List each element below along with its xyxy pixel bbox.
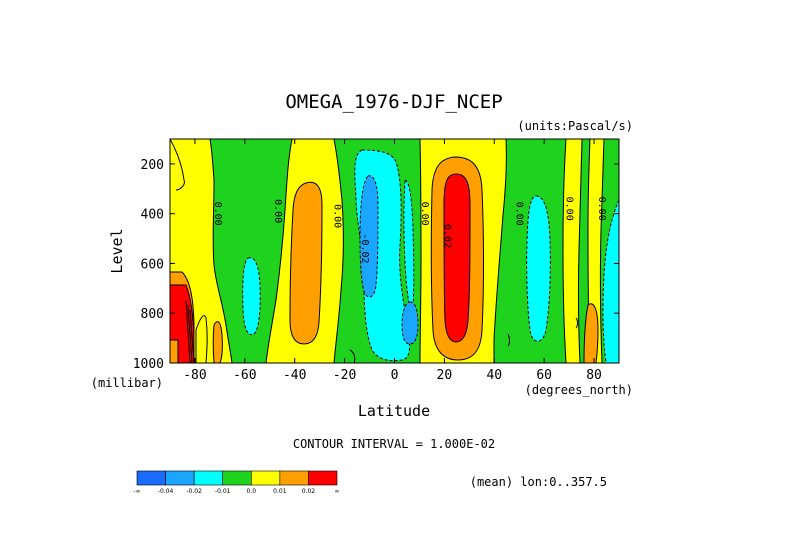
colorbar-label: -0.02 (186, 488, 202, 495)
chart-title: OMEGA_1976-DJF_NCEP (285, 91, 502, 113)
contour-label: 0.00 (564, 197, 575, 221)
x-tick-label: -60 (233, 368, 256, 383)
red-region-tropics (443, 173, 471, 343)
contour-label: 0.00 (272, 199, 283, 223)
contour-label: -0.02 (359, 233, 370, 263)
cyan-region-north-mid (526, 195, 551, 342)
yellow-region-south-surface (195, 315, 208, 363)
x-axis-label: Latitude (358, 402, 430, 420)
colorbar-label: ∞ (335, 488, 340, 495)
colorbar-swatch (279, 470, 309, 486)
x-tick-label: 0 (391, 368, 399, 383)
x-tick-label: -80 (183, 368, 206, 383)
x-tick-label: 40 (486, 368, 502, 383)
contour-line-south-1 (170, 139, 185, 191)
cyan-region-north-pole (602, 199, 619, 363)
y-tick-label: 400 (141, 208, 164, 223)
x-tick-label: 20 (437, 368, 453, 383)
orange-region-south-surface-2 (212, 321, 223, 363)
contour-labels: 0.00 0.00 0.00 -0.02 0.00 0.02 0.00 0.00 0.00 (212, 197, 607, 264)
x-tick-label: 80 (586, 368, 602, 383)
colorbar-label: -0.04 (158, 488, 174, 495)
colorbar-label: 0.02 (302, 488, 316, 495)
colorbar-label: 0.0 (247, 488, 257, 495)
contour-label: 0.00 (514, 202, 525, 226)
y-axis-unit: (millibar) (91, 376, 163, 390)
y-tick-label: 1000 (133, 357, 164, 372)
blue-region-equator (401, 301, 419, 345)
colorbar-swatch (250, 470, 281, 486)
colorbar-swatch (193, 470, 224, 486)
contour-plot-area (170, 139, 619, 363)
x-axis-unit: (degrees_north) (525, 383, 633, 397)
orange-region-north-surface (583, 303, 599, 363)
contour-label: 0.00 (212, 202, 223, 226)
red-region-south-pole (170, 284, 195, 363)
contour-label: 0.00 (332, 204, 343, 228)
colorbar-label: -∞ (133, 488, 140, 495)
contour-label: 0.00 (596, 197, 607, 221)
x-tick-label: -40 (283, 368, 306, 383)
footer-text: (mean) lon:0..357.5 (470, 475, 607, 489)
contour-interval-text: CONTOUR INTERVAL = 1.000E-02 (293, 437, 495, 451)
contour-line-north-small (349, 317, 578, 363)
contour-label: 0.00 (419, 202, 430, 226)
units-label: (units:Pascal/s) (517, 119, 633, 133)
yellow-region-north-1 (562, 139, 583, 363)
colorbar-swatch (222, 470, 252, 486)
colorbar-label: -0.01 (215, 488, 231, 495)
x-tick-label: -20 (333, 368, 356, 383)
blue-region-tropics (359, 175, 379, 298)
contour-line-antarctic-dense (185, 299, 195, 363)
y-tick-label: 200 (141, 158, 164, 173)
y-axis-ticks: 200 400 600 800 1000 (133, 158, 619, 372)
x-axis-ticks: -80 -60 -40 -20 0 20 40 60 80 (183, 139, 602, 383)
colorbar-swatch (165, 470, 195, 486)
y-tick-label: 600 (141, 257, 164, 272)
y-axis-label: Level (108, 228, 126, 273)
orange-region-southern-midlat (289, 181, 323, 345)
y-tick-label: 800 (141, 307, 164, 322)
colorbar-swatch (136, 470, 166, 486)
x-tick-label: 60 (536, 368, 552, 383)
colorbar-swatch (308, 470, 338, 486)
colorbar: -∞ -0.04 -0.02 -0.01 0.0 0.01 0.02 ∞ (133, 470, 340, 495)
cyan-region-southern (242, 257, 261, 336)
contour-label: 0.02 (441, 224, 452, 248)
colorbar-label: 0.01 (273, 488, 287, 495)
